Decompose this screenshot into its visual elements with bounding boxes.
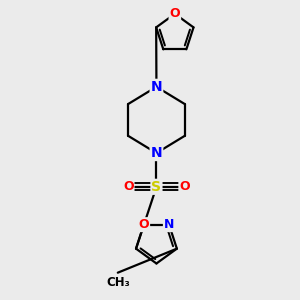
- Text: O: O: [139, 218, 149, 231]
- Text: O: O: [179, 180, 190, 193]
- Text: N: N: [151, 80, 162, 94]
- Text: O: O: [169, 7, 180, 20]
- Text: CH₃: CH₃: [106, 276, 130, 290]
- Text: N: N: [164, 218, 174, 231]
- Text: O: O: [123, 180, 134, 193]
- Text: S: S: [152, 180, 161, 194]
- Text: N: N: [151, 146, 162, 160]
